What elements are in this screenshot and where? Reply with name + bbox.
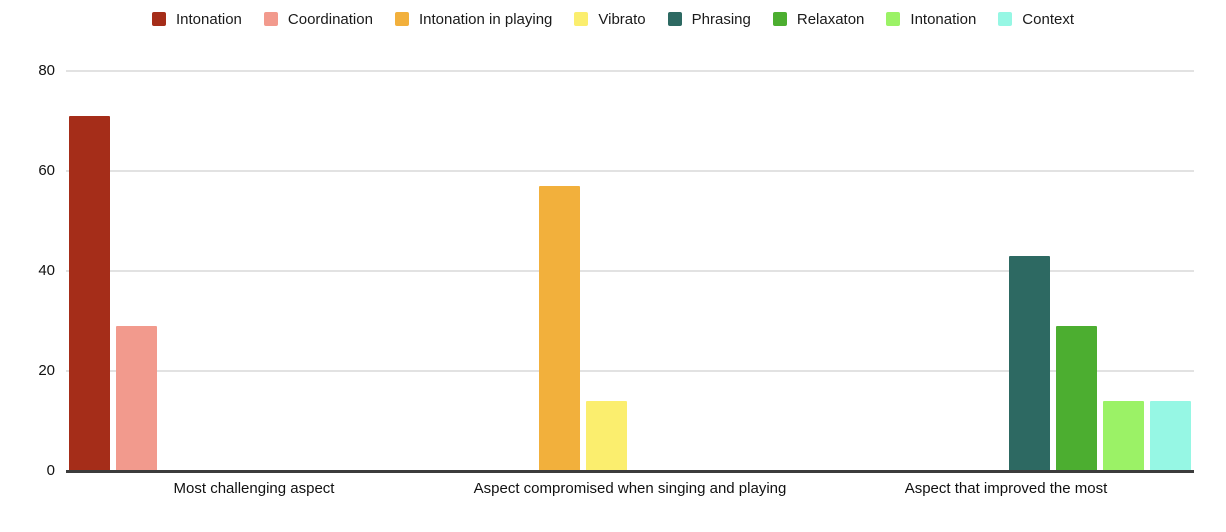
bar-vibrato[interactable] bbox=[586, 401, 627, 471]
legend-item[interactable]: Vibrato bbox=[574, 10, 646, 28]
x-category-label: Aspect that improved the most bbox=[904, 480, 1108, 497]
y-tick-label: 80 bbox=[38, 62, 55, 79]
gridline bbox=[66, 270, 1194, 272]
y-tick-label: 20 bbox=[38, 362, 55, 379]
bar-coordination[interactable] bbox=[116, 326, 157, 471]
legend-swatch-icon bbox=[772, 12, 787, 26]
bar-context[interactable] bbox=[1150, 401, 1191, 471]
legend-label: Intonation bbox=[910, 10, 977, 28]
y-tick-label: 40 bbox=[38, 262, 55, 279]
legend-label: Intonation in playing bbox=[418, 10, 553, 28]
legend-swatch-icon bbox=[574, 12, 589, 26]
legend-label: Relaxaton bbox=[796, 10, 865, 28]
legend-swatch-icon bbox=[394, 12, 409, 26]
gridline bbox=[66, 370, 1194, 372]
gridline bbox=[66, 70, 1194, 72]
y-tick-label: 0 bbox=[46, 462, 55, 479]
legend-label: Coordination bbox=[287, 10, 373, 28]
legend-label: Intonation bbox=[176, 10, 242, 28]
bar-intonation[interactable] bbox=[69, 116, 110, 471]
chart-legend: Intonation Coordination Intonation in play… bbox=[0, 8, 1226, 30]
y-tick-label: 60 bbox=[38, 162, 55, 179]
legend-item[interactable]: Intonation in playing bbox=[394, 10, 553, 28]
bar-relaxaton[interactable] bbox=[1056, 326, 1097, 471]
bar-intonation-in-playing[interactable] bbox=[539, 186, 580, 471]
legend-swatch-icon bbox=[152, 12, 166, 26]
legend-label: Vibrato bbox=[598, 10, 646, 28]
legend-swatch-icon bbox=[263, 12, 278, 26]
legend-item[interactable]: Intonation bbox=[886, 11, 976, 28]
legend-swatch-icon bbox=[998, 12, 1013, 26]
bar-phrasing[interactable] bbox=[1009, 256, 1050, 471]
legend-item[interactable]: Phrasing bbox=[667, 10, 751, 28]
gridline bbox=[66, 170, 1194, 172]
legend-label: Context bbox=[1022, 10, 1074, 28]
legend-item[interactable]: Coordination bbox=[263, 10, 373, 28]
legend-item[interactable]: Intonation bbox=[152, 11, 242, 28]
x-category-label: Most challenging aspect bbox=[173, 480, 335, 497]
legend-item[interactable]: Relaxaton bbox=[772, 10, 865, 28]
bar-intonation[interactable] bbox=[1103, 401, 1144, 471]
x-axis-line bbox=[66, 470, 1194, 473]
legend-swatch-icon bbox=[886, 12, 901, 26]
legend-label: Phrasing bbox=[691, 10, 751, 28]
legend-item[interactable]: Context bbox=[998, 11, 1074, 28]
legend-swatch-icon bbox=[667, 12, 682, 26]
x-category-label: Aspect compromised when singing and play… bbox=[473, 480, 787, 497]
